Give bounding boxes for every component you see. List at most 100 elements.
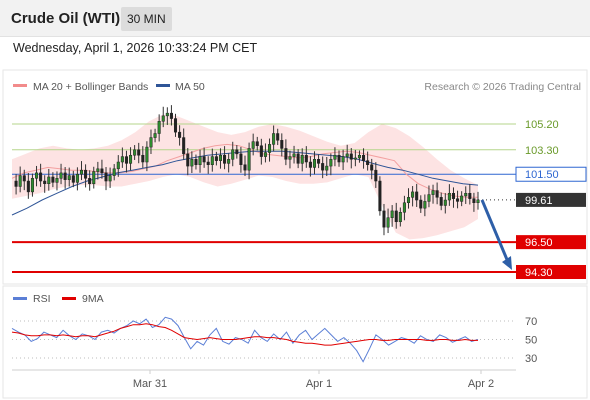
candle	[92, 166, 96, 189]
candle-body	[321, 163, 325, 171]
candle	[153, 128, 157, 143]
rsi-lines	[11, 316, 479, 363]
candle-body	[30, 178, 34, 193]
candle	[411, 186, 415, 207]
candle-body	[182, 137, 186, 155]
candle	[75, 167, 79, 191]
candle	[63, 167, 67, 189]
candle-body	[247, 148, 251, 171]
candle	[439, 192, 443, 211]
candle	[231, 141, 235, 167]
candle	[141, 146, 145, 168]
candle	[304, 146, 308, 168]
candle-body	[149, 137, 153, 148]
candle	[120, 147, 124, 168]
candle-body	[349, 153, 353, 160]
level-label-box-94-30	[516, 265, 586, 279]
candle-body	[71, 175, 75, 183]
candle-body	[100, 168, 104, 174]
candles-layer	[14, 105, 480, 236]
candle	[268, 138, 272, 162]
candle-body	[178, 131, 182, 138]
candle	[214, 151, 218, 166]
candle-body	[214, 156, 218, 161]
level-label-99-61: 99.61	[525, 195, 553, 207]
candle-body	[88, 178, 92, 184]
candle	[47, 168, 51, 191]
candle	[79, 161, 84, 181]
candle	[202, 147, 206, 168]
candle	[223, 146, 227, 170]
candle-body	[304, 154, 308, 163]
candle	[325, 156, 329, 177]
candle	[468, 184, 472, 205]
candle-body	[468, 192, 472, 199]
candle	[337, 150, 341, 167]
candle-body	[382, 210, 386, 228]
candle	[116, 155, 120, 177]
candle-body	[161, 115, 165, 122]
candle	[296, 149, 300, 169]
candle-body	[43, 180, 47, 184]
candle	[288, 150, 292, 169]
candle-body	[112, 168, 116, 176]
candle-body	[419, 199, 423, 209]
level-label-96-50: 96.50	[525, 237, 553, 249]
candle-body	[333, 154, 337, 160]
candle	[190, 151, 194, 174]
level-label-box-99-61	[516, 192, 586, 207]
legend-swatch-9ma	[62, 297, 76, 300]
candle	[349, 148, 353, 169]
candle-body	[14, 180, 18, 187]
candle-body	[341, 156, 345, 163]
candle	[423, 194, 427, 217]
candle	[145, 141, 149, 172]
candle	[472, 192, 476, 212]
candle-body	[411, 191, 415, 198]
candle	[96, 161, 100, 180]
candle	[67, 167, 71, 187]
candle-body	[263, 152, 267, 157]
research-credit: Research © 2026 Trading Central	[424, 81, 581, 93]
candle	[362, 148, 366, 169]
forecast-arrow-shaft	[480, 199, 510, 263]
candle	[112, 164, 116, 181]
candle-body	[255, 141, 259, 146]
candle	[456, 190, 460, 209]
candle-body	[47, 176, 51, 184]
candle-body	[337, 154, 341, 163]
candle	[374, 162, 378, 188]
candle-body	[390, 210, 394, 218]
candle	[370, 158, 374, 180]
level-label-101-50: 101.50	[525, 169, 559, 181]
candle-body	[79, 169, 84, 175]
candle	[378, 176, 382, 216]
chart-header: Crude Oil (WTI) 30 MIN	[0, 0, 590, 37]
x-axis: Mar 31 Apr 1 Apr 2	[133, 370, 494, 390]
candle-body	[329, 159, 333, 167]
candle	[460, 191, 464, 207]
candle	[419, 195, 423, 213]
candle-body	[51, 176, 55, 183]
candle-body	[165, 112, 169, 117]
candle	[255, 136, 259, 151]
candle	[173, 113, 178, 137]
candle-body	[276, 133, 280, 141]
candle-body	[251, 141, 255, 149]
candle	[39, 163, 43, 187]
candle	[30, 173, 34, 197]
timeframe-badge[interactable]: 30 MIN	[121, 7, 172, 31]
candle	[137, 142, 141, 164]
level-label-box-96-50	[516, 235, 586, 250]
bollinger-band-layer	[12, 114, 478, 240]
candle-body	[460, 195, 464, 202]
candle-body	[26, 180, 30, 193]
candle-body	[235, 149, 239, 155]
candle	[108, 167, 112, 188]
candle	[333, 147, 337, 167]
candle	[308, 156, 312, 177]
candle	[43, 175, 47, 193]
main-panel-frame	[2, 69, 588, 285]
candle-body	[67, 175, 71, 180]
legend-label-ma20: MA 20 + Bollinger Bands	[33, 81, 148, 93]
